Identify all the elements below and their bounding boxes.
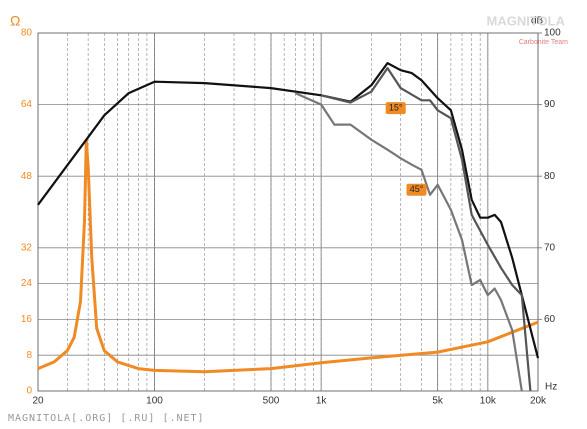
watermark: MAGNITOLA: [487, 13, 566, 28]
y-tick-label: 24: [21, 278, 33, 289]
x-tick-label: 20k: [530, 396, 547, 407]
series-tag-bg: [385, 102, 406, 115]
x-tick-label: 1k: [316, 396, 328, 407]
footer: MAGNITOLA[.ORG] [.RU] [.NET]: [8, 413, 205, 424]
y2-tick-label: 70: [544, 242, 556, 253]
y2-tick-label: 80: [544, 171, 556, 182]
y-tick-label: 8: [26, 350, 32, 361]
x-tick-label: 5k: [432, 396, 444, 407]
x-axis-label: Hz: [545, 382, 557, 393]
y-tick-label: 32: [21, 242, 33, 253]
x-tick-label: 10k: [480, 396, 497, 407]
y-tick-label: 16: [21, 314, 33, 325]
y-tick-label: 64: [21, 99, 33, 110]
y-tick-label: 0: [26, 386, 32, 397]
x-tick-label: 20: [32, 396, 44, 407]
y2-tick-label: 90: [544, 99, 556, 110]
y-tick-label: 48: [21, 171, 33, 182]
series-line: [37, 138, 539, 374]
y-tick-label: 80: [21, 28, 33, 39]
plot-frame: [37, 32, 539, 392]
series-line: [294, 92, 523, 392]
series-tag: 45°: [410, 184, 424, 194]
y2-axis-label: dB: [531, 16, 544, 27]
series-tag-bg: [406, 183, 427, 196]
x-tick-label: 100: [146, 396, 163, 407]
series-line: [37, 62, 540, 359]
x-tick-label: 500: [263, 396, 280, 407]
y2-tick-label: 60: [544, 314, 556, 325]
series-tag: 15°: [389, 103, 403, 113]
y-axis-label: Ω: [10, 13, 20, 29]
series-line: [320, 67, 532, 392]
y2-tick-label: 100: [544, 28, 561, 39]
watermark-sub: Carbonite Team: [519, 39, 568, 46]
